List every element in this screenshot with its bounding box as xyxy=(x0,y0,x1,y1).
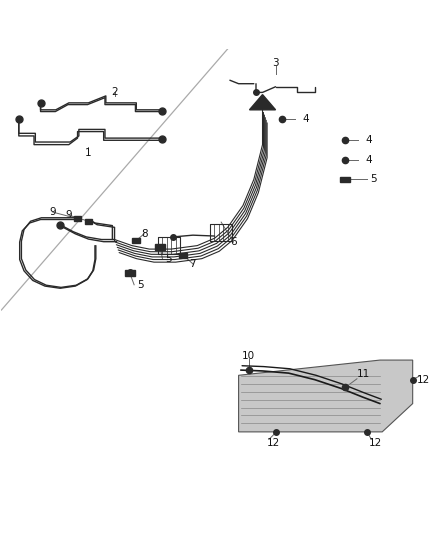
Text: 5: 5 xyxy=(166,254,172,264)
Text: 8: 8 xyxy=(141,229,148,239)
Text: 5: 5 xyxy=(138,280,144,290)
Text: 12: 12 xyxy=(369,438,382,448)
Bar xyxy=(158,237,180,254)
Bar xyxy=(132,238,140,243)
Text: 9: 9 xyxy=(66,210,72,220)
Bar xyxy=(340,176,350,182)
Bar xyxy=(155,244,165,250)
Text: 4: 4 xyxy=(366,135,372,146)
Text: 1: 1 xyxy=(85,148,92,158)
Polygon shape xyxy=(239,360,413,432)
Text: 12: 12 xyxy=(267,438,280,448)
Text: 2: 2 xyxy=(111,87,118,98)
Text: 9: 9 xyxy=(49,207,56,217)
Polygon shape xyxy=(250,94,276,110)
Text: 3: 3 xyxy=(272,58,279,68)
Bar xyxy=(180,253,187,258)
Bar xyxy=(125,270,134,276)
Text: 12: 12 xyxy=(417,375,430,385)
Text: 10: 10 xyxy=(242,351,255,361)
Text: 5: 5 xyxy=(370,174,377,184)
Bar xyxy=(74,216,81,221)
Text: 11: 11 xyxy=(357,369,370,379)
Text: 7: 7 xyxy=(190,259,196,269)
Bar xyxy=(85,219,92,224)
Text: 4: 4 xyxy=(303,114,309,124)
Bar xyxy=(210,224,233,241)
Text: 6: 6 xyxy=(230,237,237,247)
Text: 4: 4 xyxy=(366,155,372,165)
